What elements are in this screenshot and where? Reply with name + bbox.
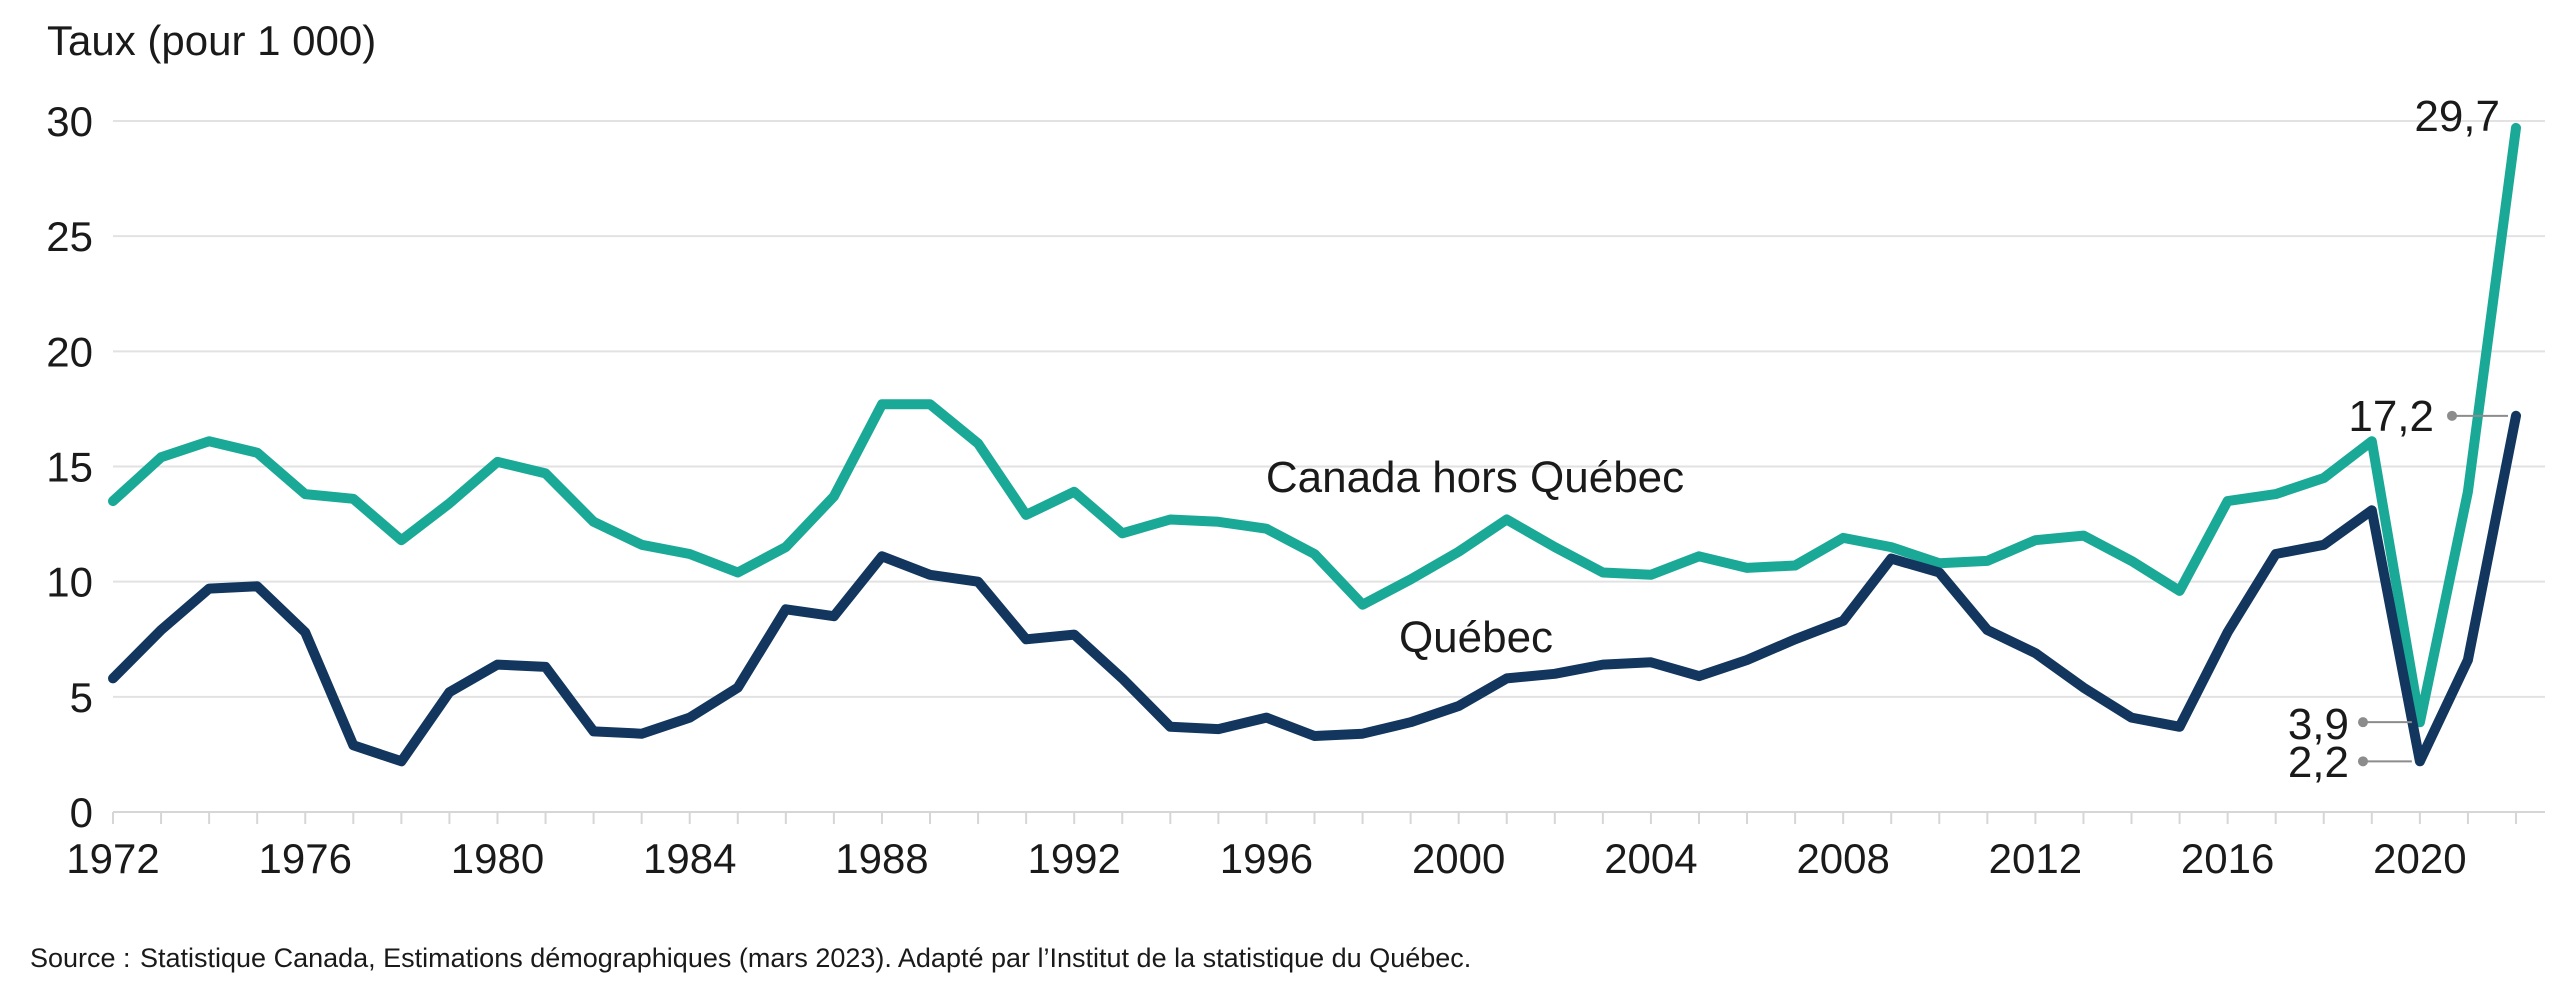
annotation-29-7: 29,7 [2414, 92, 2500, 141]
x-tick-label: 2000 [1412, 835, 1505, 882]
x-tick-label: 1976 [259, 835, 352, 882]
y-axis-labels: 0 5 10 15 20 25 30 [46, 98, 93, 836]
annotation-dot [2447, 410, 2457, 421]
annotation-value-label: 29,7 [2414, 92, 2500, 141]
annotation-17-2: 17,2 [2348, 392, 2508, 441]
y-tick-label: 5 [70, 674, 93, 721]
x-ticks [112, 812, 2517, 824]
y-tick-label: 10 [46, 559, 93, 606]
x-tick-label: 1984 [643, 835, 736, 882]
x-axis-labels: 1972 1976 1980 1984 1988 1992 1996 2000 2004 2008… [66, 835, 2466, 882]
y-tick-label: 20 [46, 328, 93, 375]
source-text: Statistique Canada, Estimations démograp… [140, 943, 1472, 973]
x-tick-label: 2020 [2373, 835, 2466, 882]
y-tick-label: 30 [46, 98, 93, 145]
chart-title: Taux (pour 1 000) [47, 17, 377, 64]
x-tick-label: 2012 [1989, 835, 2082, 882]
x-tick-label: 1992 [1027, 835, 1120, 882]
annotation-value-label: 2,2 [2288, 738, 2349, 787]
x-tick-label: 2004 [1604, 835, 1697, 882]
series-line-canada-hors-quebec [108, 122, 2521, 728]
y-tick-label: 0 [70, 789, 93, 836]
annotation-3-9: 3,9 [2288, 700, 2412, 749]
x-tick-label: 1988 [835, 835, 928, 882]
annotation-2-2: 2,2 [2288, 738, 2412, 787]
x-tick-label: 1972 [66, 835, 159, 882]
series-line-quebec [108, 410, 2521, 767]
x-tick-label: 2016 [2181, 835, 2274, 882]
series-label-canada-hors-quebec: Canada hors Québec [1266, 453, 1684, 502]
y-tick-label: 15 [46, 444, 93, 491]
source-prefix: Source : [30, 943, 131, 973]
x-tick-label: 1980 [451, 835, 544, 882]
annotation-value-label: 17,2 [2348, 392, 2434, 441]
series-label-quebec: Québec [1399, 613, 1553, 662]
annotation-value-label: 3,9 [2288, 700, 2349, 749]
y-tick-label: 25 [46, 213, 93, 260]
x-tick-label: 1996 [1220, 835, 1313, 882]
annotation-dot [2358, 717, 2368, 728]
annotation-dot [2358, 756, 2368, 767]
x-tick-label: 2008 [1796, 835, 1889, 882]
